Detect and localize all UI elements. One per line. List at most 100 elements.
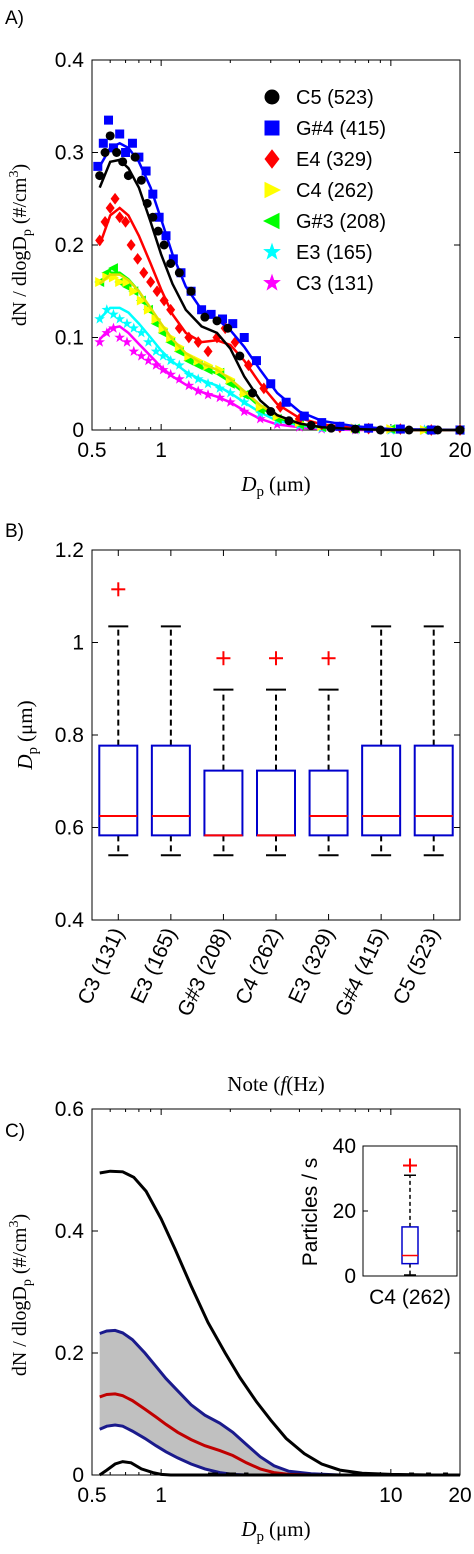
panel-a-0-x-tick-label: 10 (379, 439, 402, 462)
panel-a-point-e4 (115, 211, 125, 224)
panel-a-point-c5 (235, 351, 245, 361)
inset-category-label: C4 (262) (369, 1286, 451, 1309)
inset-y-axis-label: Particles / s (299, 1158, 322, 1267)
panel-c-x-axis-label: Dp (μm) (240, 1517, 310, 1545)
panel-a-frame (91, 59, 461, 431)
box-iqr (98, 744, 139, 837)
panel-c-std-band (99, 1330, 460, 1475)
panel-a-point-e4 (146, 276, 156, 288)
panel-a-point-c4 (115, 277, 126, 287)
panel-c-y-tick-label: 0.6 (55, 1098, 84, 1121)
panel-b-category-label: C3 (131) (73, 924, 128, 1008)
panel-c-ticks: 0.5 1 10 20 0 0.2 0.4 0.6 (55, 1098, 472, 1507)
legend-marker (264, 181, 281, 199)
panel-a-point-c3 (94, 336, 105, 347)
legend-marker (263, 212, 280, 230)
panel-c-2-x-tick-label: 1 (155, 1484, 167, 1507)
panel-a-point-e3 (128, 322, 140, 333)
legend-marker (264, 149, 280, 169)
panel-a-point-c4 (143, 304, 154, 315)
panel-a-point-c3 (136, 350, 147, 361)
panel-a-y-tick-label: 0.2 (55, 234, 84, 257)
panel-c-2-x-tick-label: 10 (379, 1484, 402, 1507)
panel-a-legend: C5 (523) G#4 (415) E4 (329) C4 (262) G#3 (20… (263, 87, 386, 295)
panel-a-point-gsharp4 (108, 143, 118, 153)
panel-b-y-tick-label: 0.8 (55, 724, 84, 747)
panel-a-point-gsharp4 (335, 421, 345, 431)
panel-a-point-c5 (105, 131, 115, 141)
panel-c-y-axis-label: dN / dlogDp(#/cm3) (7, 1214, 35, 1376)
legend-entry: G#3 (208) (296, 211, 386, 233)
panel-a-point-e4 (121, 216, 131, 228)
panel-a-point-e4 (105, 202, 115, 214)
panel-b-x-axis-label: Note (f(Hz) (227, 1072, 324, 1096)
panel-a-point-c4 (151, 314, 162, 324)
panel-a-point-gsharp4 (141, 166, 151, 176)
panel-a-point-gsharp4 (98, 138, 108, 148)
panel-c-max-line (99, 1169, 460, 1477)
box-iqr (150, 744, 191, 837)
panel-b-label: B) (5, 521, 24, 542)
panel-c-y-tick-label: 0 (72, 1464, 84, 1487)
panel-a-y-tick-label: 0.1 (55, 327, 84, 350)
panel-a-point-c5 (166, 259, 176, 268)
panel-a-plot-area (93, 115, 466, 436)
panel-c-plot-area (98, 1169, 460, 1477)
panel-a-point-c5 (153, 226, 163, 236)
panel-a-point-gsharp4 (127, 138, 137, 148)
panel-a-point-gsharp4 (218, 314, 228, 324)
panel-a-point-e4 (126, 239, 136, 251)
panel-a-point-gsharp4 (251, 356, 261, 366)
panel-a-point-gsharp4 (317, 418, 327, 428)
panel-a-ticks: 0.5 1 10 20 0 0.1 0.2 0.3 0.4 (55, 49, 472, 462)
panel-c-label: C) (5, 1121, 25, 1142)
panel-a-point-e3 (136, 327, 147, 338)
panel-a-point-c5 (112, 148, 122, 157)
panel-b-y-axis-label: Dp(μm) (13, 700, 41, 770)
legend-entry: E3 (165) (296, 242, 373, 264)
panel-a-point-gsharp3 (108, 263, 118, 274)
panel-a-point-gsharp3 (121, 281, 132, 292)
panel-a-fit-line (98, 141, 461, 432)
panel-a-point-e4 (139, 266, 149, 279)
panel-b-category-label: E3 (329) (284, 924, 339, 1007)
panel-a-point-c5 (174, 268, 184, 278)
legend-marker (264, 120, 280, 136)
panel-a-point-c3 (128, 345, 140, 356)
panel-a-point-c4 (136, 295, 147, 306)
panel-a-point-gsharp4 (93, 161, 103, 171)
panel-a-y-tick-label: 0.3 (55, 142, 84, 165)
panel-a-point-gsharp4 (115, 129, 125, 139)
panel-a-0-x-tick-label: 20 (448, 439, 471, 462)
panel-a-point-gsharp4 (121, 148, 131, 157)
panel-a-point-e4 (203, 345, 213, 358)
box-iqr (256, 769, 296, 837)
panel-c-y-tick-label: 0.4 (55, 1220, 85, 1243)
panel-a-point-c5 (100, 148, 110, 157)
inset-box-iqr (401, 1226, 419, 1265)
inset-plot-area (401, 1158, 419, 1276)
panel-b-category-label: E3 (165) (127, 924, 182, 1007)
panel-b-category-label: G#4 (415) (331, 924, 392, 1019)
panel-b-plot-area (98, 582, 454, 857)
legend-entry: C3 (131) (296, 273, 374, 295)
legend-entry: E4 (329) (296, 149, 373, 171)
panel-a-x-axis-label: Dp (μm) (240, 472, 310, 500)
panel-b-y-tick-label: 0.6 (55, 817, 84, 840)
panel-a-point-c4 (215, 364, 226, 375)
panel-a-point-e3 (150, 345, 162, 356)
panel-a-point-e3 (101, 304, 113, 315)
panel-a-y-tick-label: 0 (72, 419, 84, 442)
panel-b-category-label: C5 (523) (389, 924, 444, 1008)
legend-marker (263, 242, 281, 260)
panel-a-point-e4 (133, 253, 143, 265)
panel-a-point-c5 (200, 312, 210, 322)
panel-b-y-tick-label: 1.2 (55, 539, 84, 562)
panel-a-y-axis-label: dN / dlogDp(#/cm3) (7, 164, 35, 326)
panel-c-upper-band-line (99, 1328, 460, 1477)
legend-marker (263, 273, 281, 291)
box-iqr (203, 769, 244, 837)
panel-c-2-x-tick-label: 20 (448, 1484, 471, 1507)
panel-a-point-c5 (95, 171, 105, 181)
